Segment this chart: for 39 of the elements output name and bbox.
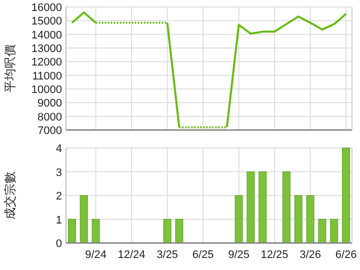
bar: [175, 218, 184, 244]
x-tick-label: 3/26: [300, 249, 322, 261]
x-tick-label: 6/25: [192, 249, 214, 261]
x-tick-label: 3/25: [156, 249, 178, 261]
y-tick-label: 2: [56, 190, 62, 202]
bar: [163, 218, 172, 244]
y-tick-label: 7000: [38, 125, 62, 137]
x-tick-label: 12/25: [260, 249, 288, 261]
bar: [234, 195, 243, 244]
bar: [246, 171, 255, 244]
y-tick-label: 14000: [31, 29, 62, 42]
x-tick-label: 12/24: [118, 249, 146, 261]
bar: [318, 218, 326, 244]
y-tick-label: 15000: [31, 16, 62, 28]
y-tick-label: 1: [56, 214, 62, 226]
y-tick-label: 10000: [31, 84, 62, 96]
y-axis-title: 平均呎價: [3, 44, 17, 92]
bar: [330, 218, 338, 244]
bar: [68, 218, 76, 244]
y-tick-label: 9000: [38, 98, 62, 110]
y-tick-label: 0: [56, 238, 62, 250]
y-tick-label: 16000: [31, 2, 62, 14]
y-tick-label: 3: [56, 166, 62, 179]
x-tick-label: 9/25: [228, 249, 250, 261]
y-axis-title: 成交宗數: [3, 172, 17, 220]
bar: [258, 171, 267, 244]
bar: [92, 218, 100, 244]
y-tick-label: 11000: [32, 70, 62, 82]
x-tick-label: 6/26: [335, 249, 357, 261]
y-tick-label: 13000: [31, 43, 62, 55]
x-tick-label: 9/24: [85, 249, 107, 261]
y-tick-label: 12000: [31, 56, 62, 69]
bar: [80, 195, 88, 244]
bar: [306, 195, 314, 244]
y-tick-label: 4: [56, 143, 62, 155]
bar: [342, 148, 350, 244]
y-tick-label: 8000: [38, 111, 62, 124]
bar: [294, 195, 302, 244]
bar: [282, 171, 290, 244]
